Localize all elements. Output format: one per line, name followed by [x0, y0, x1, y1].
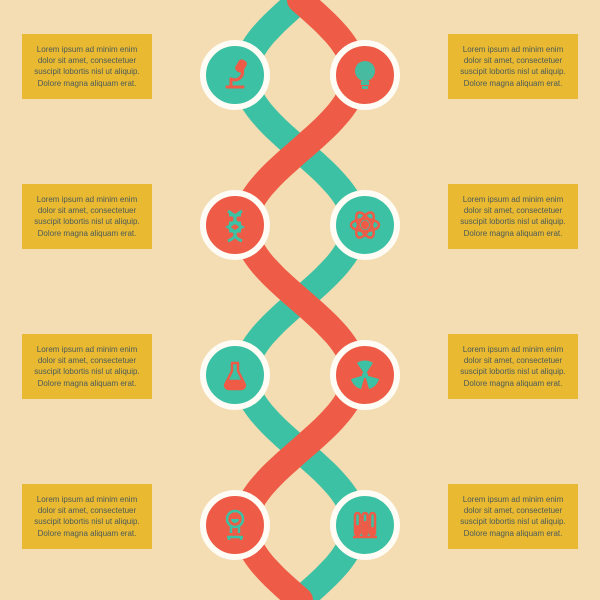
textbox-box-7: Lorem ipsum ad minim enim dolor sit amet…	[22, 484, 152, 549]
textbox-box-5: Lorem ipsum ad minim enim dolor sit amet…	[22, 334, 152, 399]
burner-badge	[200, 490, 270, 560]
textbox-box-1: Lorem ipsum ad minim enim dolor sit amet…	[22, 34, 152, 99]
radiation-icon	[347, 357, 383, 393]
atom-icon	[347, 207, 383, 243]
microscope-icon	[217, 57, 253, 93]
textbox-box-4: Lorem ipsum ad minim enim dolor sit amet…	[448, 184, 578, 249]
textbox-box-6: Lorem ipsum ad minim enim dolor sit amet…	[448, 334, 578, 399]
dna-badge	[200, 190, 270, 260]
testtubes-icon	[347, 507, 383, 543]
testtubes-badge	[330, 490, 400, 560]
burner-icon	[217, 507, 253, 543]
microscope-badge	[200, 40, 270, 110]
flask-badge	[200, 340, 270, 410]
atom-badge	[330, 190, 400, 260]
infographic-canvas: Lorem ipsum ad minim enim dolor sit amet…	[0, 0, 600, 600]
textbox-box-3: Lorem ipsum ad minim enim dolor sit amet…	[22, 184, 152, 249]
dna-icon	[217, 207, 253, 243]
lightbulb-icon	[347, 57, 383, 93]
dna-helix-column	[185, 0, 415, 600]
textbox-box-2: Lorem ipsum ad minim enim dolor sit amet…	[448, 34, 578, 99]
radiation-badge	[330, 340, 400, 410]
lightbulb-badge	[330, 40, 400, 110]
flask-icon	[217, 357, 253, 393]
textbox-box-8: Lorem ipsum ad minim enim dolor sit amet…	[448, 484, 578, 549]
